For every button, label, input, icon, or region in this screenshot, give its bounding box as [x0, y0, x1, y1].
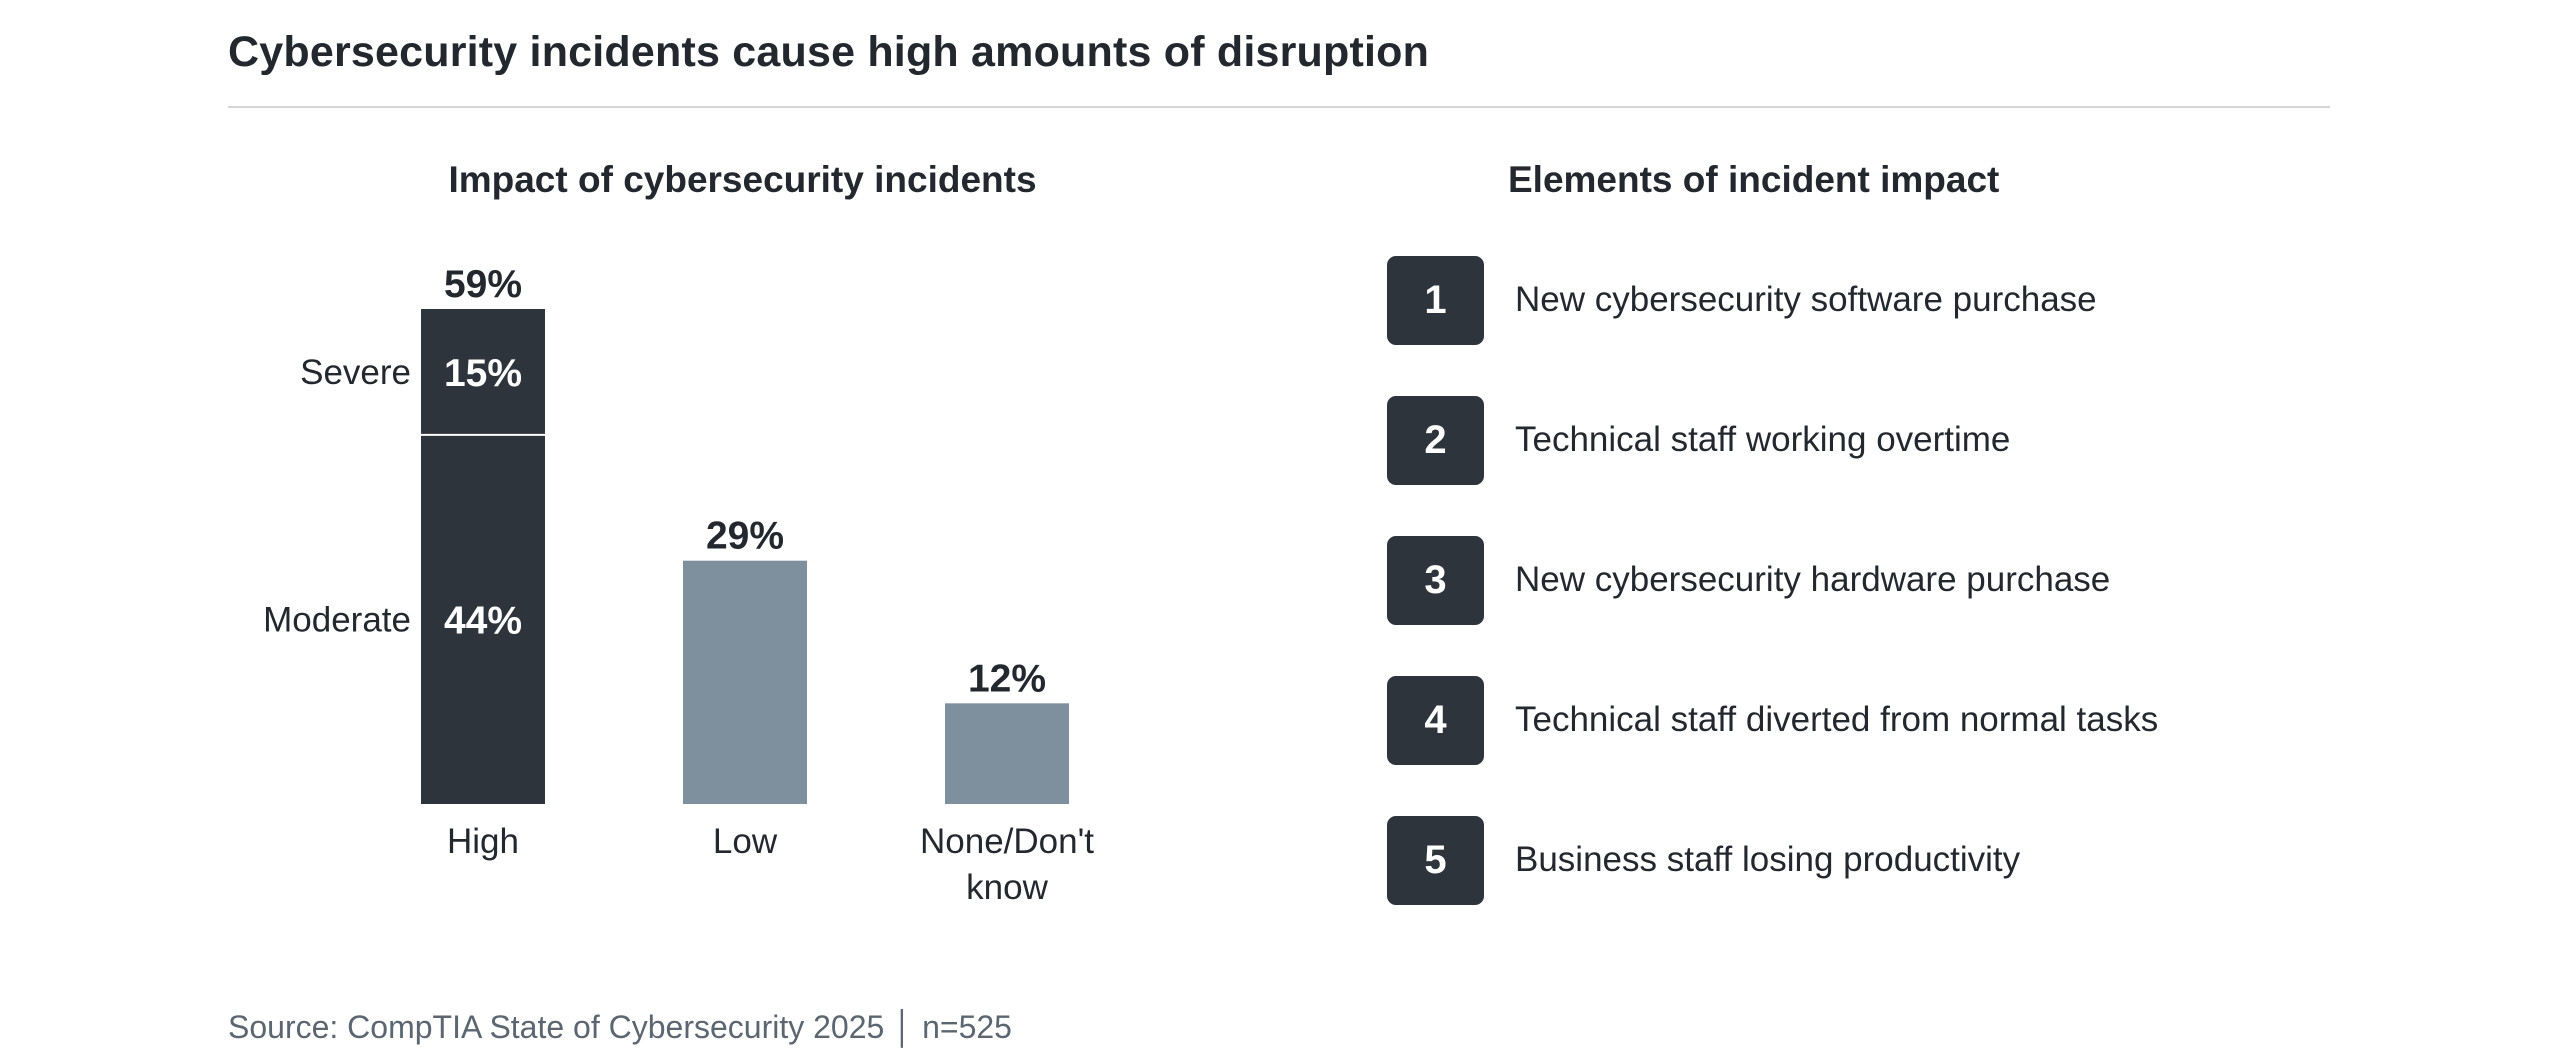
category-label: High — [447, 822, 519, 861]
item-label: Business staff losing productivity — [1515, 840, 2021, 879]
category-label: None/Don't know — [920, 822, 1094, 907]
item-label: Technical staff diverted from normal tas… — [1515, 700, 2159, 739]
segment-name-label: Moderate — [263, 600, 411, 639]
segment-value-label: 15% — [444, 352, 522, 395]
item-number-badge: 1 — [1387, 255, 1484, 345]
item-number-badge: 3 — [1387, 535, 1484, 625]
item-number-badge: 2 — [1387, 395, 1484, 485]
source-note: Source: CompTIA State of Cybersecurity 2… — [228, 1009, 1012, 1045]
bar-total-label: 59% — [444, 263, 522, 306]
page-title: Cybersecurity incidents cause high amoun… — [228, 28, 1430, 76]
category-label: Low — [713, 822, 778, 861]
chart-title: Impact of cybersecurity incidents — [448, 159, 1037, 200]
category-label-line: Low — [713, 822, 778, 861]
segment-value-label: 44% — [444, 599, 522, 642]
list-item: 2 Technical staff working overtime — [1387, 395, 2347, 485]
elements-title: Elements of incident impact — [1508, 159, 2000, 200]
category-label-line: None/Don't — [920, 822, 1094, 861]
bar-segment-moderate — [421, 434, 545, 804]
impact-chart: 44% Moderate 15% Severe 59% High 29% Low 12% None… — [263, 263, 1094, 907]
list-item: 5 Business staff losing productivity — [1387, 815, 2347, 905]
item-label: Technical staff working overtime — [1515, 420, 2011, 459]
bar-total-label: 29% — [706, 515, 784, 558]
list-item: 1 New cybersecurity software purchase — [1387, 255, 2347, 345]
list-item: 3 New cybersecurity hardware purchase — [1387, 535, 2347, 625]
category-label-line: know — [966, 868, 1048, 907]
item-label: New cybersecurity software purchase — [1515, 280, 2097, 319]
segment-name-label: Severe — [300, 353, 411, 392]
bar-low — [683, 560, 807, 804]
bar-segment-severe — [421, 309, 545, 435]
item-number-badge: 5 — [1387, 815, 1484, 905]
bar-none-don-t-know — [945, 703, 1069, 804]
item-number-badge: 4 — [1387, 675, 1484, 765]
title-divider — [228, 106, 2330, 108]
category-label-line: High — [447, 822, 519, 861]
item-label: New cybersecurity hardware purchase — [1515, 560, 2111, 599]
bar-total-label: 12% — [968, 657, 1046, 700]
list-item: 4 Technical staff diverted from normal t… — [1387, 675, 2347, 765]
